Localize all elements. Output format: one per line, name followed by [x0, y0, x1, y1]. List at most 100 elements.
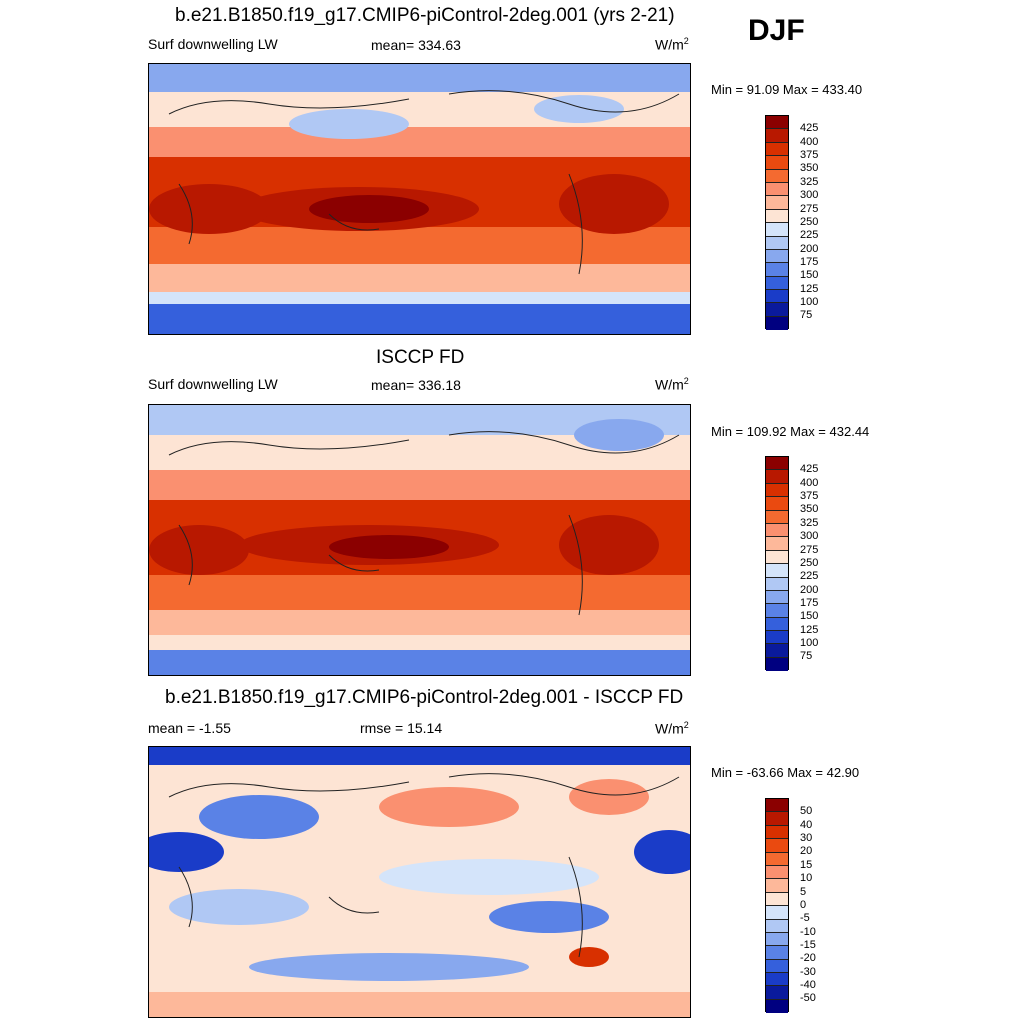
arctic-band: [149, 747, 690, 765]
panel-1-mean-label: mean= 334.63: [371, 37, 461, 53]
cb2-swatch: [766, 604, 788, 618]
cb2-swatch: [766, 550, 788, 565]
cb2-swatch: [766, 537, 788, 551]
cb2-swatch: [766, 644, 788, 658]
coastline-south: [178, 514, 583, 616]
cb2-swatch: [766, 564, 788, 578]
cb1-tick: 425: [800, 122, 819, 134]
panel-1-title: b.e21.B1850.f19_g17.CMIP6-piControl-2deg…: [175, 5, 675, 26]
canada-cold: [574, 419, 664, 451]
cb2-swatch: [766, 510, 788, 524]
panel-1-colorbar: [765, 115, 789, 331]
panel-2-variable-label: Surf downwelling LW: [148, 376, 278, 392]
tropical-negative: [379, 859, 599, 895]
panel-3-units: W/m2: [655, 720, 689, 737]
cb2-swatch: [766, 590, 788, 605]
cb1-swatch: [766, 116, 788, 130]
cb2-swatch: [766, 523, 788, 538]
panel-1-minmax: Min = 91.09 Max = 433.40: [711, 82, 863, 97]
cb2-swatch: [766, 617, 788, 632]
cb3-swatch: [766, 919, 788, 933]
cb1-swatch: [766, 196, 788, 210]
africa-warm: [149, 525, 249, 575]
season-label: DJF: [748, 14, 805, 47]
cb2-swatch: [766, 470, 788, 484]
cb2-swatch: [766, 631, 788, 645]
cb3-tick: -30: [800, 966, 816, 978]
se-pacific-negative: [489, 901, 609, 933]
cb1-tick: 275: [800, 203, 819, 215]
cb2-tick: 225: [800, 570, 819, 582]
cb1-swatch: [766, 169, 788, 183]
cb2-tick: 400: [800, 477, 819, 489]
pacific-positive: [379, 787, 519, 827]
cb3-tick: -20: [800, 952, 816, 964]
cb2-swatch: [766, 497, 788, 511]
cb3-tick: 20: [800, 845, 813, 857]
cb1-swatch: [766, 142, 788, 157]
cb1-tick: 200: [800, 243, 819, 255]
cb1-swatch: [766, 156, 788, 170]
cb2-tick: 300: [800, 530, 819, 542]
south-america-warm: [559, 174, 669, 234]
cb3-tick: 0: [800, 899, 807, 911]
cb2-tick: 250: [800, 557, 819, 569]
cb3-tick: 5: [800, 886, 807, 898]
coastline-south: [178, 856, 583, 958]
panel-2-minmax: Min = 109.92 Max = 432.44: [711, 424, 870, 439]
cb3-swatch: [766, 852, 788, 866]
panel-2-mean-label: mean= 336.18: [371, 377, 461, 393]
cb3-tick: -40: [800, 979, 816, 991]
panel-3-title: b.e21.B1850.f19_g17.CMIP6-piControl-2deg…: [165, 687, 684, 708]
cb3-swatch: [766, 973, 788, 987]
cb2-tick: 325: [800, 517, 819, 529]
cb3-swatch: [766, 825, 788, 840]
cb2-swatch: [766, 657, 788, 672]
panel-3-minmax: Min = -63.66 Max = 42.90: [711, 765, 860, 780]
cb1-swatch: [766, 209, 788, 224]
cb3-swatch: [766, 906, 788, 920]
cb3-tick: 30: [800, 832, 813, 844]
antarctic-band: [149, 304, 690, 334]
south-mid-band: [149, 610, 690, 635]
cb1-swatch: [766, 182, 788, 197]
cb3-swatch: [766, 879, 788, 893]
cb3-swatch: [766, 865, 788, 880]
cb2-tick: 100: [800, 637, 819, 649]
coastline: [168, 773, 680, 798]
cb1-swatch: [766, 223, 788, 237]
cb2-tick: 375: [800, 490, 819, 502]
panel-1-map-svg: [149, 64, 690, 334]
cb1-tick: 175: [800, 256, 819, 268]
atlantic-negative: [634, 830, 690, 874]
cb1-swatch: [766, 276, 788, 291]
cb1-swatch: [766, 249, 788, 264]
cb1-tick: 400: [800, 136, 819, 148]
cb1-swatch: [766, 236, 788, 250]
cb3-swatch: [766, 959, 788, 974]
cb3-swatch: [766, 999, 788, 1014]
panel-2-map-svg: [149, 405, 690, 675]
coastline: [168, 431, 680, 456]
eurasia-negative: [149, 832, 224, 872]
cb1-swatch: [766, 290, 788, 304]
cb3-swatch: [766, 892, 788, 907]
warm-pool-core: [309, 195, 429, 223]
cb3-tick: 10: [800, 872, 813, 884]
cb2-swatch: [766, 483, 788, 498]
panel-2-units: W/m2: [655, 376, 689, 393]
warm-pool-core: [329, 535, 449, 559]
cb2-tick: 275: [800, 544, 819, 556]
cb2-swatch: [766, 577, 788, 591]
cb3-swatch: [766, 986, 788, 1000]
panel-2-map: [148, 404, 691, 676]
cb3-tick: -5: [800, 912, 810, 924]
panel-1-variable-label: Surf downwelling LW: [148, 36, 278, 52]
cb3-tick: -50: [800, 992, 816, 1004]
cb2-tick: 150: [800, 610, 819, 622]
cb3-tick: 15: [800, 859, 813, 871]
cb2-tick: 200: [800, 584, 819, 596]
cb3-tick: 50: [800, 805, 813, 817]
panel-3-map-svg: [149, 747, 690, 1017]
cb1-tick: 225: [800, 229, 819, 241]
